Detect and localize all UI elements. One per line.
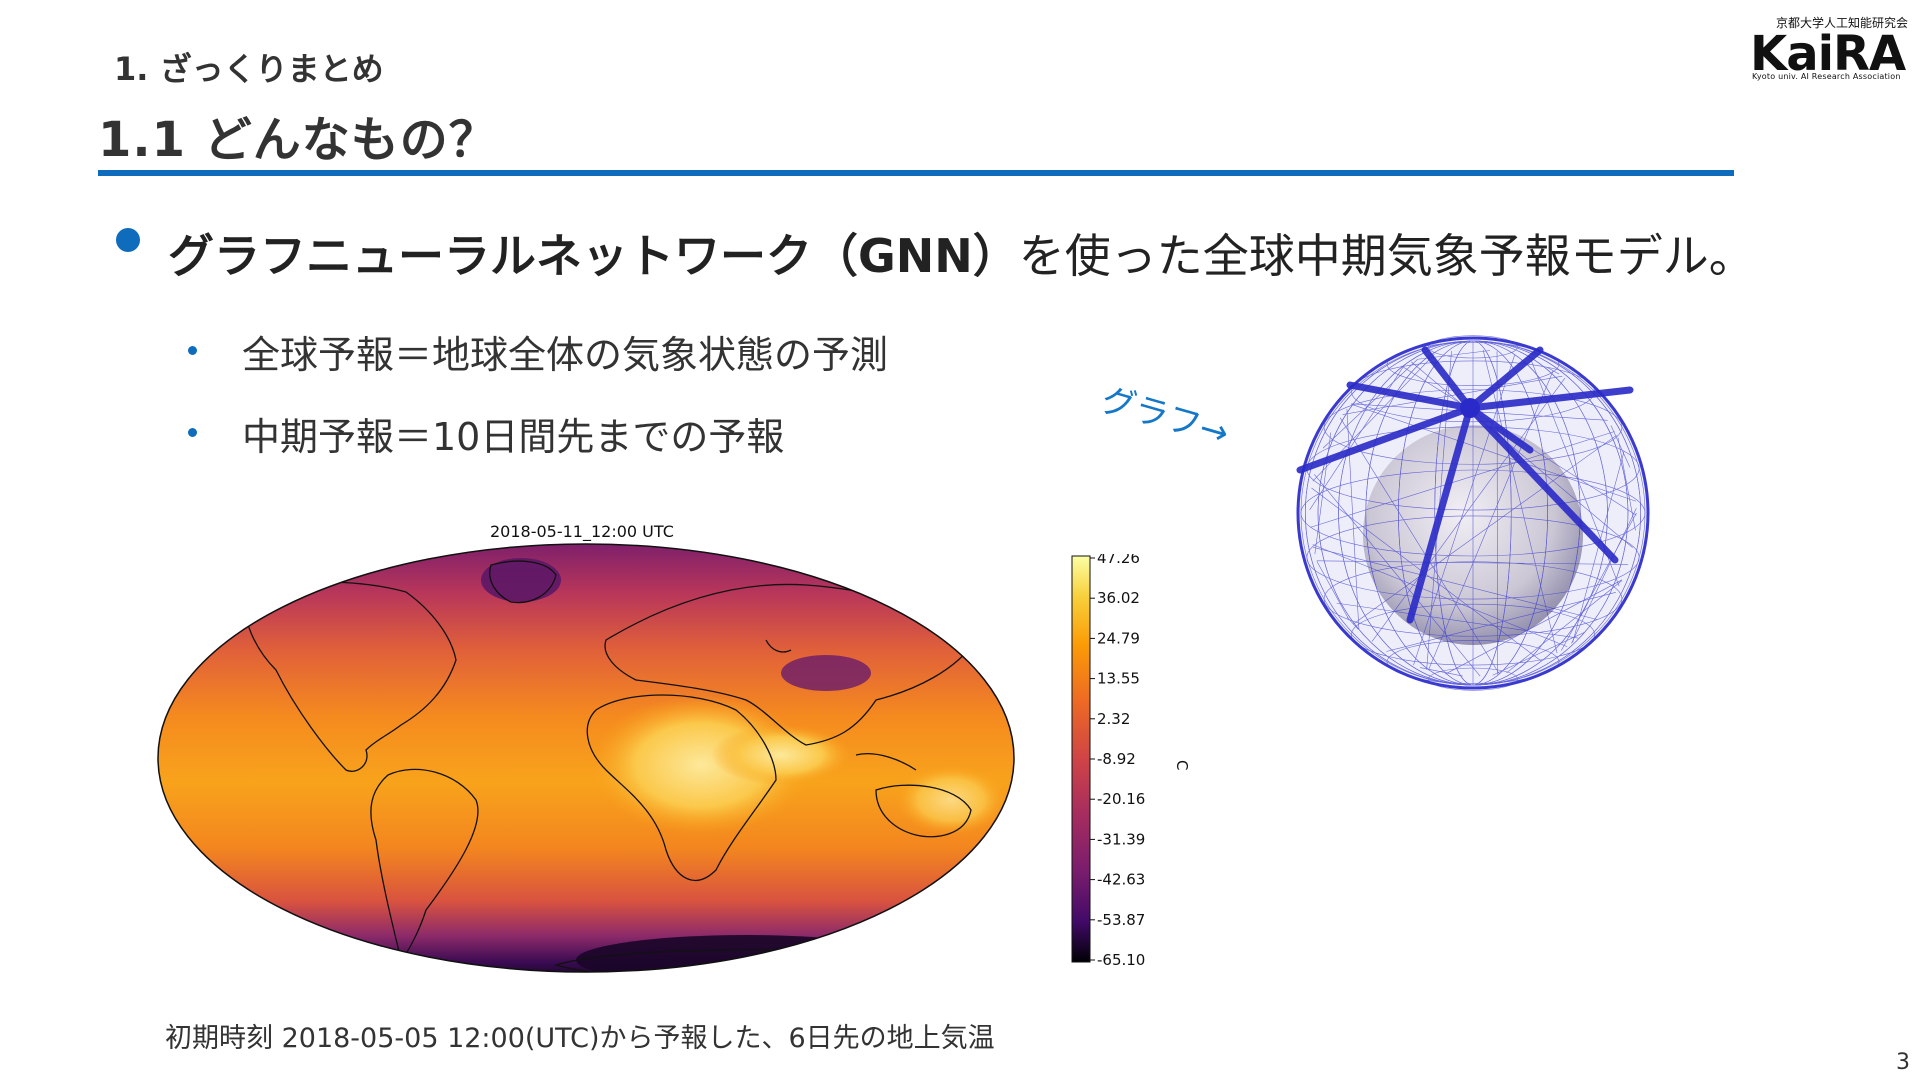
main-bullet-text: グラフニューラルネットワーク（GNN）を使った全球中期気象予報モデル。 — [168, 226, 1755, 286]
page-number: 3 — [1896, 1050, 1910, 1075]
main-bullet-rest: を使った全球中期気象予報モデル。 — [1018, 229, 1755, 283]
slide-title: 1.1 どんなもの？ — [98, 112, 498, 168]
section-heading: 1. ざっくりまとめ — [114, 50, 384, 88]
title-underline — [98, 170, 1734, 176]
sub-bullet-dot-icon — [188, 428, 197, 437]
kaira-logo: 京都大学人工知能研究会 KaiRA Kyoto univ. AI Researc… — [1750, 14, 1910, 84]
graph-sphere-mesh — [1296, 335, 1650, 691]
colorbar-tick-label: -8.92 — [1097, 750, 1136, 768]
colorbar-tick-label: 36.02 — [1097, 589, 1140, 607]
logo-org-name: 京都大学人工知能研究会 — [1775, 16, 1908, 30]
sub-bullet-dot-icon — [188, 346, 197, 355]
sub-bullet-text-2: 中期予報＝10日間先までの予報 — [242, 415, 785, 459]
colorbar-tick-label: -53.87 — [1097, 911, 1145, 929]
bullet-dot-icon — [116, 228, 140, 252]
main-bullet-bold: グラフニューラルネットワーク（GNN） — [168, 229, 1019, 283]
temperature-map — [157, 543, 1015, 973]
sub-bullet-text-1: 全球予報＝地球全体の気象状態の予測 — [242, 333, 889, 377]
colorbar-tick-label: -31.39 — [1097, 830, 1145, 848]
logo-subtitle: Kyoto univ. AI Research Association — [1752, 72, 1901, 81]
colorbar-tick-label: -20.16 — [1097, 790, 1145, 808]
colorbar-tick-label: 2.32 — [1097, 710, 1130, 728]
map-title: 2018-05-11_12:00 UTC — [490, 522, 674, 541]
colorbar-tick-label: 47.26 — [1097, 554, 1140, 567]
logo-wordmark: KaiRA — [1750, 26, 1906, 82]
colorbar-tick-label: 13.55 — [1097, 670, 1140, 688]
graph-annotation: グラフ→ — [1096, 379, 1234, 455]
colorbar: 47.26 36.02 24.79 13.55 2.32 -8.92 -20.16 -31.3… — [1071, 554, 1190, 969]
colorbar-tick-label: -42.63 — [1097, 871, 1145, 889]
colorbar-unit-label: C — [1173, 760, 1190, 770]
colorbar-tick-label: -65.10 — [1097, 951, 1145, 969]
figure-caption: 初期時刻 2018-05-05 12:00(UTC)から予報した、6日先の地上気… — [165, 1023, 995, 1054]
colorbar-tick-label: 24.79 — [1097, 629, 1140, 647]
